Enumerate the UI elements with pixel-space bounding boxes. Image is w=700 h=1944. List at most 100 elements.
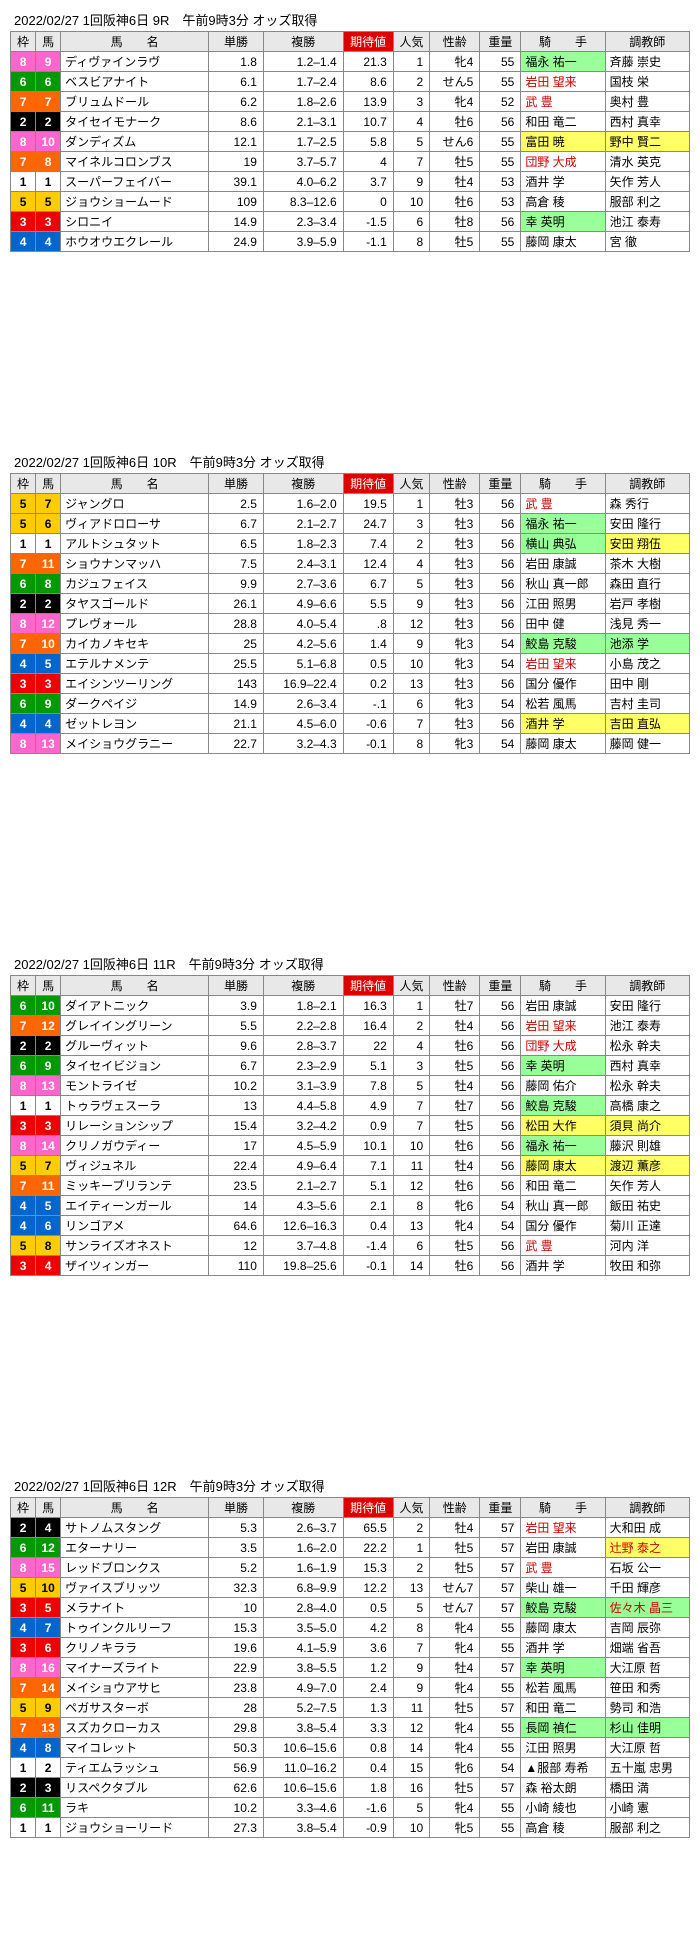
weight-cell: 55 [480, 1718, 521, 1738]
table-row: 48マイコレット50.310.6–15.60.814牝455江田 照男大江原 哲 [11, 1738, 690, 1758]
weight-cell: 55 [480, 1618, 521, 1638]
horse-name: カジュフェイス [61, 574, 209, 594]
expected-cell: -1.4 [343, 1236, 393, 1256]
table-row: 815レッドブロンクス5.21.6–1.915.32牡557武 豊石坂 公一 [11, 1558, 690, 1578]
col-header: 枠 [11, 1498, 36, 1518]
jockey-cell: 幸 英明 [521, 1056, 605, 1076]
fukusho-cell: 1.8–2.6 [263, 92, 343, 112]
horse-name: ヴィジュネル [61, 1156, 209, 1176]
expected-cell: 3.3 [343, 1718, 393, 1738]
weight-cell: 56 [480, 1056, 521, 1076]
horse-name: ティエムラッシュ [61, 1758, 209, 1778]
weight-cell: 54 [480, 1758, 521, 1778]
expected-cell: -1.1 [343, 232, 393, 252]
uma-cell: 12 [36, 614, 61, 634]
jockey-cell: 藤岡 康太 [521, 232, 605, 252]
tansho-cell: 29.8 [209, 1718, 264, 1738]
weight-cell: 56 [480, 1096, 521, 1116]
col-header: 騎 手 [521, 474, 605, 494]
odds-table: 枠馬馬 名単勝複勝期待値人気性齢重量騎 手調教師610ダイアトニック3.91.8… [10, 975, 690, 1276]
col-header: 期待値 [343, 32, 393, 52]
col-header: 調教師 [605, 474, 689, 494]
table-row: 24サトノムスタング5.32.6–3.765.52牡457岩田 望来大和田 成 [11, 1518, 690, 1538]
table-row: 46リンゴアメ64.612.6–16.30.413牝454国分 優作菊川 正達 [11, 1216, 690, 1236]
uma-cell: 13 [36, 1076, 61, 1096]
expected-cell: 19.5 [343, 494, 393, 514]
jockey-cell: 酒井 学 [521, 1256, 605, 1276]
expected-cell: 65.5 [343, 1518, 393, 1538]
horse-name: ディヴァインラヴ [61, 52, 209, 72]
tansho-cell: 22.7 [209, 734, 264, 754]
expected-cell: -0.6 [343, 714, 393, 734]
popularity-cell: 15 [393, 1758, 429, 1778]
weight-cell: 54 [480, 1196, 521, 1216]
table-row: 33シロニイ14.92.3–3.4-1.56牡856幸 英明池江 泰寿 [11, 212, 690, 232]
weight-cell: 57 [480, 1598, 521, 1618]
tansho-cell: 64.6 [209, 1216, 264, 1236]
waku-cell: 7 [11, 1176, 36, 1196]
fukusho-cell: 2.1–2.7 [263, 1176, 343, 1196]
waku-cell: 2 [11, 1518, 36, 1538]
fukusho-cell: 3.2–4.2 [263, 1116, 343, 1136]
weight-cell: 54 [480, 734, 521, 754]
table-row: 610ダイアトニック3.91.8–2.116.31牡756岩田 康誠安田 隆行 [11, 996, 690, 1016]
jockey-cell: 岩田 康誠 [521, 554, 605, 574]
uma-cell: 3 [36, 674, 61, 694]
table-row: 712グレイイングリーン5.52.2–2.816.42牡456岩田 望来池江 泰… [11, 1016, 690, 1036]
sex-age-cell: 牡6 [430, 1036, 480, 1056]
col-header: 騎 手 [521, 1498, 605, 1518]
waku-cell: 5 [11, 514, 36, 534]
tansho-cell: 12.1 [209, 132, 264, 152]
jockey-cell: 鮫島 克駿 [521, 634, 605, 654]
waku-cell: 6 [11, 694, 36, 714]
waku-cell: 5 [11, 494, 36, 514]
col-header: 重量 [480, 976, 521, 996]
waku-cell: 8 [11, 1658, 36, 1678]
fukusho-cell: 4.5–5.9 [263, 1136, 343, 1156]
horse-name: モントライゼ [61, 1076, 209, 1096]
waku-cell: 5 [11, 1698, 36, 1718]
fukusho-cell: 2.1–3.1 [263, 112, 343, 132]
fukusho-cell: 3.2–4.3 [263, 734, 343, 754]
waku-cell: 3 [11, 674, 36, 694]
weight-cell: 53 [480, 172, 521, 192]
fukusho-cell: 2.6–3.7 [263, 1518, 343, 1538]
horse-name: グルーヴィット [61, 1036, 209, 1056]
popularity-cell: 13 [393, 674, 429, 694]
jockey-cell: 小崎 綾也 [521, 1798, 605, 1818]
trainer-cell: 野中 賢二 [605, 132, 689, 152]
sex-age-cell: せん7 [430, 1578, 480, 1598]
horse-name: メラナイト [61, 1598, 209, 1618]
table-row: 78マイネルコロンブス193.7–5.747牡555団野 大成清水 英克 [11, 152, 690, 172]
col-header: 単勝 [209, 976, 264, 996]
jockey-cell: 岩田 康誠 [521, 996, 605, 1016]
trainer-cell: 牧田 和弥 [605, 1256, 689, 1276]
uma-cell: 10 [36, 996, 61, 1016]
weight-cell: 56 [480, 1176, 521, 1196]
waku-cell: 4 [11, 1196, 36, 1216]
uma-cell: 3 [36, 1116, 61, 1136]
trainer-cell: 佐々木 晶三 [605, 1598, 689, 1618]
uma-cell: 4 [36, 1518, 61, 1538]
weight-cell: 55 [480, 52, 521, 72]
sex-age-cell: 牡6 [430, 112, 480, 132]
col-header: 調教師 [605, 32, 689, 52]
trainer-cell: 大江原 哲 [605, 1738, 689, 1758]
tansho-cell: 22.9 [209, 1658, 264, 1678]
expected-cell: 5.1 [343, 1176, 393, 1196]
jockey-cell: 酒井 学 [521, 1638, 605, 1658]
col-header: 性齢 [430, 1498, 480, 1518]
trainer-cell: 安田 翔伍 [605, 534, 689, 554]
weight-cell: 56 [480, 674, 521, 694]
sex-age-cell: 牡3 [430, 494, 480, 514]
popularity-cell: 1 [393, 52, 429, 72]
expected-cell: 4.9 [343, 1096, 393, 1116]
tansho-cell: 17 [209, 1136, 264, 1156]
tansho-cell: 10.2 [209, 1798, 264, 1818]
popularity-cell: 9 [393, 1678, 429, 1698]
uma-cell: 11 [36, 1798, 61, 1818]
race-block: 2022/02/27 1回阪神6日 9R 午前9時3分 オッズ取得枠馬馬 名単勝… [10, 10, 690, 252]
fukusho-cell: 2.6–3.4 [263, 694, 343, 714]
table-row: 813メイショウグラニー22.73.2–4.3-0.18牝354藤岡 康太藤岡 … [11, 734, 690, 754]
tansho-cell: 39.1 [209, 172, 264, 192]
